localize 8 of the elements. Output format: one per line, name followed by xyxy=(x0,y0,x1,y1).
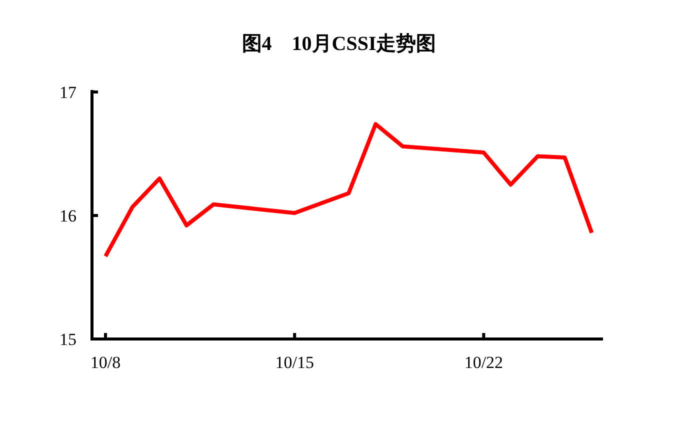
x-tick-label: 10/8 xyxy=(90,353,121,372)
x-tick-label: 10/22 xyxy=(464,353,504,372)
x-tick-label: 10/15 xyxy=(275,353,314,372)
chart-title: 图4 10月CSSI走势图 xyxy=(242,33,436,55)
y-tick-label: 16 xyxy=(60,206,76,226)
line-series xyxy=(104,122,594,258)
y-tick-label: 17 xyxy=(60,83,77,102)
y-tick-label: 15 xyxy=(60,330,76,349)
